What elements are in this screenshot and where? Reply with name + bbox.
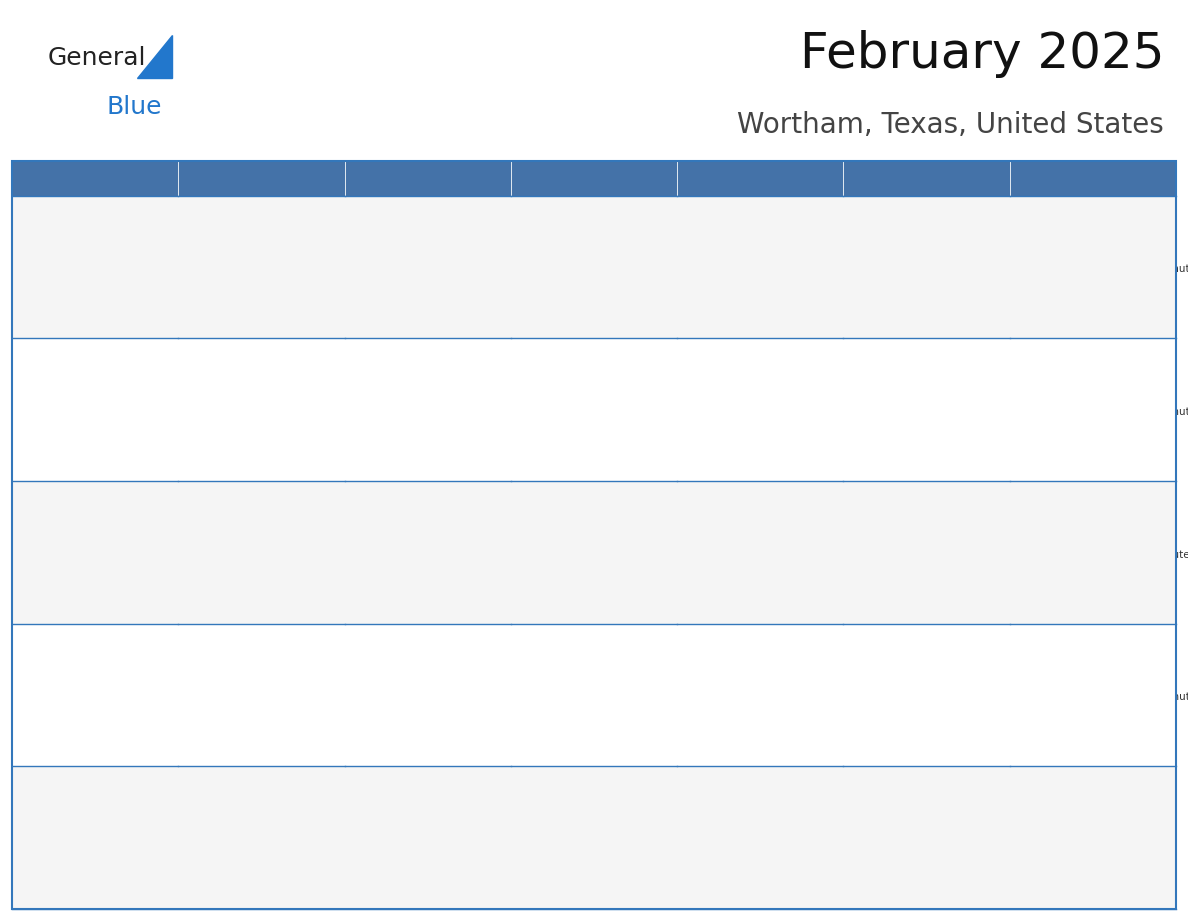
Text: 1: 1 (1020, 208, 1031, 223)
Text: Sunrise: 7:19 AM
Sunset: 5:59 PM
Daylight: 10 hours and 40 minutes.: Sunrise: 7:19 AM Sunset: 5:59 PM Dayligh… (1020, 236, 1188, 274)
Text: Sunrise: 7:12 AM
Sunset: 6:07 PM
Daylight: 10 hours and 55 minutes.: Sunrise: 7:12 AM Sunset: 6:07 PM Dayligh… (189, 521, 374, 560)
Text: Monday: Monday (191, 171, 259, 185)
Text: 11: 11 (355, 494, 375, 509)
Text: Sunrise: 6:58 AM
Sunset: 6:19 PM
Daylight: 11 hours and 20 minutes.: Sunrise: 6:58 AM Sunset: 6:19 PM Dayligh… (189, 807, 374, 845)
Text: 9: 9 (23, 494, 33, 509)
Text: Sunrise: 6:55 AM
Sunset: 6:21 PM
Daylight: 11 hours and 26 minutes.: Sunrise: 6:55 AM Sunset: 6:21 PM Dayligh… (688, 807, 873, 845)
Text: 12: 12 (522, 494, 543, 509)
Text: 24: 24 (189, 779, 210, 794)
Text: Wednesday: Wednesday (524, 171, 623, 185)
Text: Sunrise: 7:14 AM
Sunset: 6:05 PM
Daylight: 10 hours and 51 minutes.: Sunrise: 7:14 AM Sunset: 6:05 PM Dayligh… (1020, 379, 1188, 417)
Text: Sunrise: 7:01 AM
Sunset: 6:16 PM
Daylight: 11 hours and 15 minutes.: Sunrise: 7:01 AM Sunset: 6:16 PM Dayligh… (854, 665, 1040, 702)
Text: 4: 4 (355, 352, 366, 366)
Text: 3: 3 (189, 352, 200, 366)
Text: Sunrise: 7:00 AM
Sunset: 6:17 PM
Daylight: 11 hours and 16 minutes.: Sunrise: 7:00 AM Sunset: 6:17 PM Dayligh… (1020, 665, 1188, 702)
Text: 20: 20 (688, 636, 709, 652)
Text: Sunday: Sunday (25, 171, 89, 185)
Polygon shape (137, 36, 172, 78)
Text: 8: 8 (1020, 352, 1031, 366)
Text: 10: 10 (189, 494, 210, 509)
Text: Sunrise: 7:06 AM
Sunset: 6:13 PM
Daylight: 11 hours and 7 minutes.: Sunrise: 7:06 AM Sunset: 6:13 PM Dayligh… (189, 665, 367, 702)
Text: Sunrise: 7:03 AM
Sunset: 6:16 PM
Daylight: 11 hours and 13 minutes.: Sunrise: 7:03 AM Sunset: 6:16 PM Dayligh… (688, 665, 873, 702)
Text: 27: 27 (688, 779, 709, 794)
Text: 28: 28 (854, 779, 876, 794)
Text: Sunrise: 7:16 AM
Sunset: 6:03 PM
Daylight: 10 hours and 46 minutes.: Sunrise: 7:16 AM Sunset: 6:03 PM Dayligh… (522, 379, 707, 417)
Text: 22: 22 (1020, 636, 1042, 652)
Text: Sunrise: 7:13 AM
Sunset: 6:06 PM
Daylight: 10 hours and 53 minutes.: Sunrise: 7:13 AM Sunset: 6:06 PM Dayligh… (23, 521, 208, 560)
Text: Thursday: Thursday (690, 171, 770, 185)
Text: Sunrise: 7:08 AM
Sunset: 6:11 PM
Daylight: 11 hours and 2 minutes.: Sunrise: 7:08 AM Sunset: 6:11 PM Dayligh… (854, 521, 1032, 560)
Text: 19: 19 (522, 636, 543, 652)
Text: 17: 17 (189, 636, 210, 652)
Text: 7: 7 (854, 352, 865, 366)
Text: Sunrise: 6:59 AM
Sunset: 6:18 PM
Daylight: 11 hours and 18 minutes.: Sunrise: 6:59 AM Sunset: 6:18 PM Dayligh… (23, 807, 208, 845)
Text: 18: 18 (355, 636, 377, 652)
Text: Blue: Blue (107, 95, 163, 118)
Text: 14: 14 (854, 494, 876, 509)
Text: 5: 5 (522, 352, 532, 366)
Text: Sunrise: 7:04 AM
Sunset: 6:15 PM
Daylight: 11 hours and 11 minutes.: Sunrise: 7:04 AM Sunset: 6:15 PM Dayligh… (522, 665, 707, 702)
Text: 25: 25 (355, 779, 377, 794)
Text: Sunrise: 7:14 AM
Sunset: 6:05 PM
Daylight: 10 hours and 50 minutes.: Sunrise: 7:14 AM Sunset: 6:05 PM Dayligh… (854, 379, 1038, 417)
Text: Saturday: Saturday (1023, 171, 1101, 185)
Text: Sunrise: 7:18 AM
Sunset: 6:00 PM
Daylight: 10 hours and 42 minutes.: Sunrise: 7:18 AM Sunset: 6:00 PM Dayligh… (23, 379, 208, 417)
Text: Friday: Friday (857, 171, 909, 185)
Text: Sunrise: 6:54 AM
Sunset: 6:22 PM
Daylight: 11 hours and 28 minutes.: Sunrise: 6:54 AM Sunset: 6:22 PM Dayligh… (854, 807, 1040, 845)
Text: Sunrise: 7:06 AM
Sunset: 6:12 PM
Daylight: 11 hours and 5 minutes.: Sunrise: 7:06 AM Sunset: 6:12 PM Dayligh… (23, 665, 201, 702)
Text: 16: 16 (23, 636, 44, 652)
Text: 26: 26 (522, 779, 543, 794)
Text: Sunrise: 7:05 AM
Sunset: 6:14 PM
Daylight: 11 hours and 9 minutes.: Sunrise: 7:05 AM Sunset: 6:14 PM Dayligh… (355, 665, 533, 702)
Text: 2: 2 (23, 352, 33, 366)
Text: 6: 6 (688, 352, 699, 366)
Text: General: General (48, 46, 146, 70)
Text: Tuesday: Tuesday (358, 171, 428, 185)
Text: Sunrise: 7:09 AM
Sunset: 6:10 PM
Daylight: 11 hours and 0 minutes.: Sunrise: 7:09 AM Sunset: 6:10 PM Dayligh… (688, 521, 866, 560)
Text: Sunrise: 7:17 AM
Sunset: 6:01 PM
Daylight: 10 hours and 43 minutes.: Sunrise: 7:17 AM Sunset: 6:01 PM Dayligh… (189, 379, 374, 417)
Text: 23: 23 (23, 779, 44, 794)
Text: Wortham, Texas, United States: Wortham, Texas, United States (738, 111, 1164, 140)
Text: 15: 15 (1020, 494, 1042, 509)
Text: February 2025: February 2025 (800, 30, 1164, 78)
Text: Sunrise: 7:11 AM
Sunset: 6:08 PM
Daylight: 10 hours and 57 minutes.: Sunrise: 7:11 AM Sunset: 6:08 PM Dayligh… (355, 521, 541, 560)
Text: Sunrise: 7:07 AM
Sunset: 6:12 PM
Daylight: 11 hours and 4 minutes.: Sunrise: 7:07 AM Sunset: 6:12 PM Dayligh… (1020, 521, 1188, 560)
Text: Sunrise: 7:15 AM
Sunset: 6:04 PM
Daylight: 10 hours and 48 minutes.: Sunrise: 7:15 AM Sunset: 6:04 PM Dayligh… (688, 379, 873, 417)
Text: Sunrise: 6:56 AM
Sunset: 6:20 PM
Daylight: 11 hours and 24 minutes.: Sunrise: 6:56 AM Sunset: 6:20 PM Dayligh… (522, 807, 707, 845)
Text: 21: 21 (854, 636, 876, 652)
Text: 13: 13 (688, 494, 709, 509)
Text: Sunrise: 6:57 AM
Sunset: 6:20 PM
Daylight: 11 hours and 22 minutes.: Sunrise: 6:57 AM Sunset: 6:20 PM Dayligh… (355, 807, 541, 845)
Text: Sunrise: 7:10 AM
Sunset: 6:09 PM
Daylight: 10 hours and 58 minutes.: Sunrise: 7:10 AM Sunset: 6:09 PM Dayligh… (522, 521, 707, 560)
Text: Sunrise: 7:17 AM
Sunset: 6:02 PM
Daylight: 10 hours and 45 minutes.: Sunrise: 7:17 AM Sunset: 6:02 PM Dayligh… (355, 379, 541, 417)
